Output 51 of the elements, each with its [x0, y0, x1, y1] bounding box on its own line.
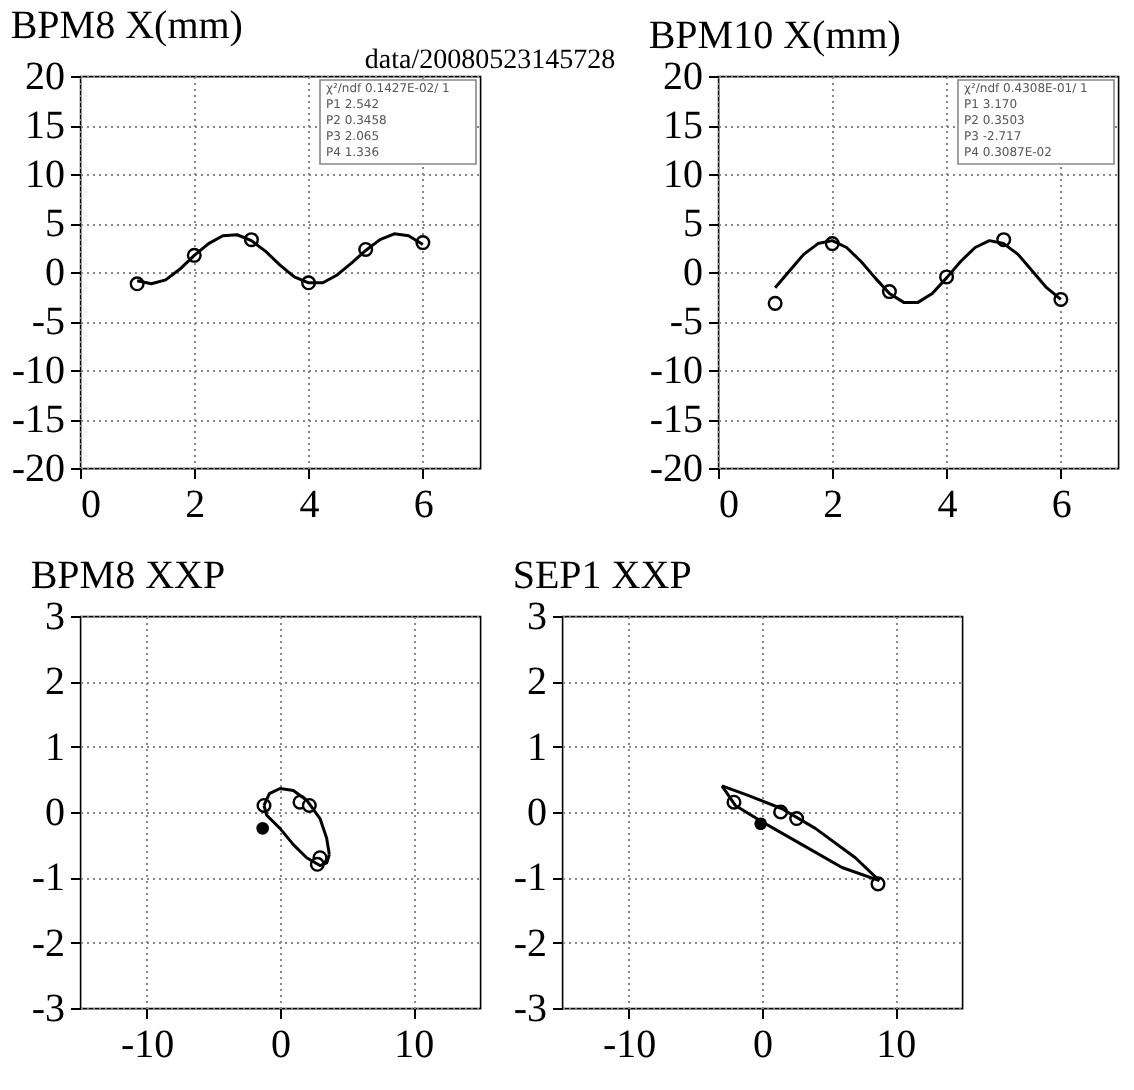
y-tick-label: 20 — [663, 55, 703, 99]
x-tick-label: 10 — [394, 1023, 435, 1067]
y-tick-label: 0 — [45, 791, 65, 835]
y-tick-label: -20 — [11, 447, 65, 491]
y-tick-label: 0 — [527, 791, 547, 835]
x-tick-label: 0 — [719, 483, 739, 527]
y-tick-label: 0 — [45, 251, 65, 295]
y-tick-label: -1 — [31, 856, 65, 901]
y-tick-label: -10 — [11, 349, 65, 393]
y-tick-label: -5 — [31, 300, 65, 344]
y-tick-label: 1 — [45, 725, 65, 770]
y-tick-label: -15 — [11, 398, 65, 442]
y-tick-label: 5 — [683, 202, 703, 246]
y-tick-label: 20 — [25, 55, 65, 99]
y-tick-label: 1 — [527, 725, 547, 770]
y-tick-label: -3 — [31, 987, 65, 1031]
y-tick-label: 2 — [527, 660, 547, 705]
y-tick-label: -15 — [649, 398, 703, 442]
y-tick-label: -2 — [513, 921, 547, 966]
x-tick-label: 0 — [753, 1023, 773, 1067]
y-tick-label: 5 — [45, 202, 65, 246]
x-tick-label: -10 — [602, 1023, 657, 1067]
chart-title: BPM8 X(mm) — [10, 4, 243, 48]
chart-subtitle: data/20080523145728 — [364, 46, 616, 76]
x-tick-label: 2 — [185, 483, 206, 527]
x-tick-label: 0 — [271, 1023, 291, 1067]
y-tick-label: -5 — [669, 300, 703, 344]
x-tick-label: 4 — [937, 483, 958, 527]
x-tick-label: 6 — [413, 483, 434, 527]
y-tick-label: -3 — [513, 987, 547, 1031]
y-tick-label: 15 — [663, 104, 703, 148]
y-tick-label: 10 — [25, 153, 65, 197]
y-tick-label: 0 — [683, 251, 703, 295]
y-tick-label: 3 — [45, 595, 65, 639]
x-tick-label: 2 — [823, 483, 844, 527]
y-tick-label: 10 — [663, 153, 703, 197]
y-tick-label: -1 — [513, 856, 547, 901]
chart-title: SEP1 XXP — [512, 554, 692, 598]
y-tick-label: -10 — [649, 349, 703, 393]
chart-title: BPM8 XXP — [30, 554, 226, 598]
y-tick-label: -2 — [31, 921, 65, 966]
x-tick-label: -10 — [120, 1023, 175, 1067]
y-tick-label: 2 — [45, 660, 65, 705]
y-tick-label: -20 — [649, 447, 703, 491]
y-tick-label: 15 — [25, 104, 65, 148]
x-tick-label: 6 — [1051, 483, 1072, 527]
x-tick-label: 0 — [81, 483, 101, 527]
chart-title: BPM10 X(mm) — [648, 14, 901, 58]
x-tick-label: 10 — [876, 1023, 917, 1067]
x-tick-label: 4 — [299, 483, 320, 527]
y-tick-label: 3 — [527, 595, 547, 639]
